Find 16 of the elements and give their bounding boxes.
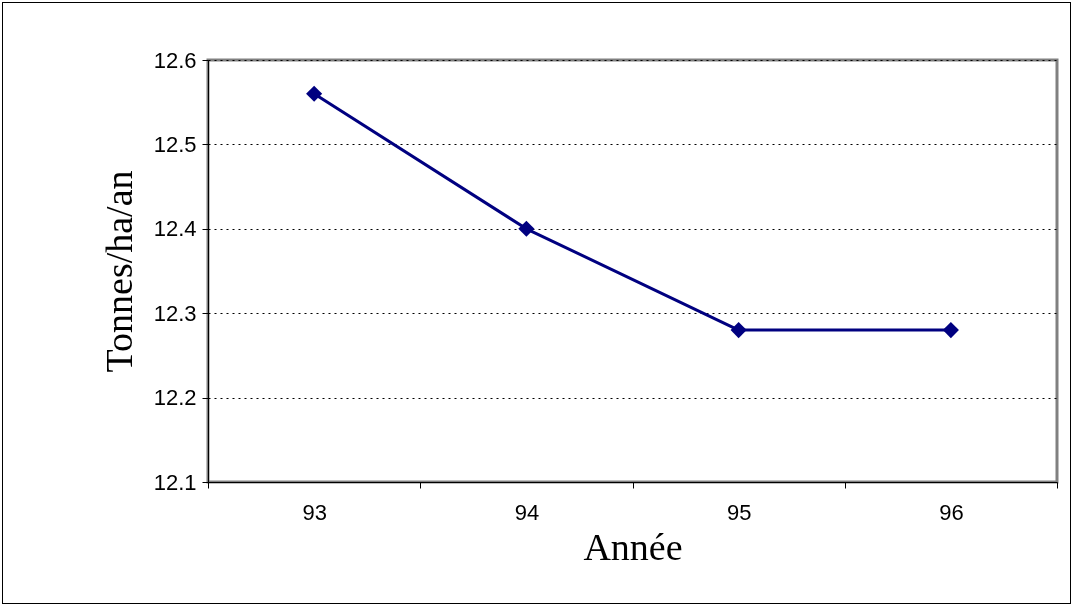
y-tick-label: 12.5: [153, 131, 197, 157]
y-tick-label: 12.4: [153, 216, 197, 242]
y-tick-label: 12.3: [153, 300, 197, 326]
x-tick-label: 95: [726, 499, 752, 525]
point: [518, 220, 535, 237]
x-tick-label: 96: [939, 499, 964, 525]
y-axis-title: Tonnes/ha/an: [97, 170, 140, 373]
x-tick-label: 93: [302, 499, 327, 525]
y-tick-label: 12.2: [153, 385, 197, 411]
y-tick-label: 12.1: [153, 469, 197, 495]
x-axis-title: Année: [583, 525, 683, 568]
point: [306, 85, 323, 102]
point: [730, 322, 747, 339]
y-tick-label: 12.6: [153, 47, 197, 73]
point: [942, 322, 959, 339]
x-tick-label: 94: [514, 499, 540, 525]
